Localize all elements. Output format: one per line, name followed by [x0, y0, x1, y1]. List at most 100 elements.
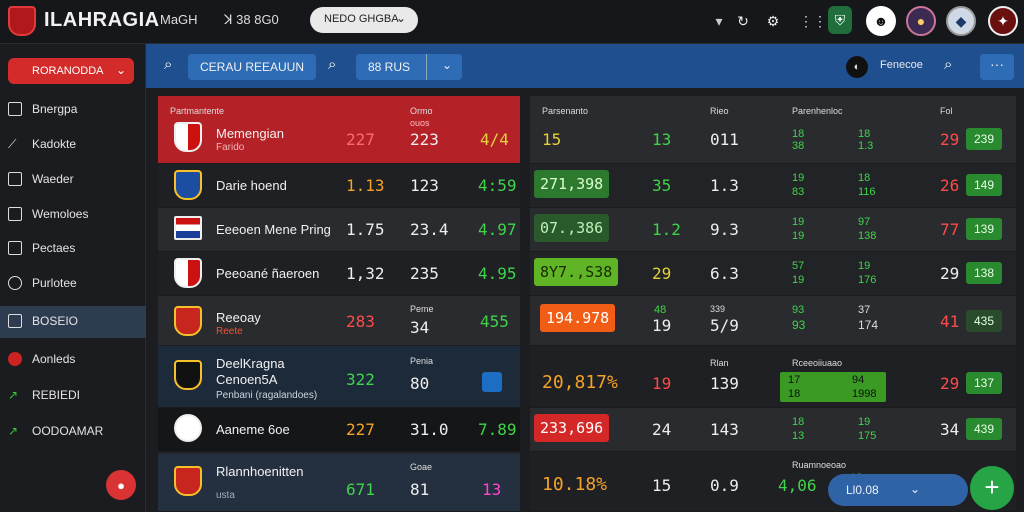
odds-value[interactable]: 81 [410, 480, 430, 499]
table-row[interactable]: 233,696 24 143 18 13 19 175 34 439 [530, 408, 1016, 452]
table-row[interactable]: Darie hoend 1.13 123 4:59 [158, 164, 520, 208]
stat-highlight[interactable]: 8Y7.,S38 [534, 258, 619, 286]
sidebar-item-wemoloes[interactable]: Wemoloes [0, 199, 146, 231]
stat-value[interactable]: 9.3 [710, 220, 739, 239]
odds-value[interactable]: 13 [482, 480, 502, 499]
avatar-icon[interactable]: ● [906, 6, 936, 36]
top-nav-item[interactable]: MaGH [160, 12, 198, 27]
odds-value[interactable]: 7.89 [478, 420, 517, 439]
stat-value[interactable]: 29 [652, 264, 672, 283]
odds-value[interactable]: 227 [346, 420, 375, 439]
sidebar-item-pectaes[interactable]: Pectaes [0, 233, 146, 265]
shield-icon[interactable]: ⛨ [828, 6, 852, 34]
logo-icon[interactable]: ✦ [988, 6, 1018, 36]
brand-logo[interactable] [8, 6, 36, 36]
odds-value[interactable]: 4.95 [478, 264, 517, 283]
stat-value[interactable]: 35 [652, 176, 672, 195]
stat-value[interactable]: 4,06 [778, 476, 817, 495]
stat-highlight[interactable]: 07.,386 [534, 214, 610, 242]
odds-value[interactable]: 322 [346, 370, 375, 389]
odds-badge[interactable]: 137 [966, 372, 1002, 394]
odds-badge[interactable]: 139 [966, 218, 1002, 240]
stat-value[interactable]: 41 [940, 312, 960, 331]
table-row[interactable]: 20,817% 19 Rlan 139 Rceeoiiuaao 17 18 94… [530, 346, 1016, 408]
stat-highlight[interactable]: 194.978 [540, 304, 616, 332]
stat-value[interactable]: 26 [940, 176, 960, 195]
add-button[interactable]: + [970, 466, 1014, 510]
stat-value[interactable]: 24 [652, 420, 672, 439]
odds-value[interactable]: 80 [410, 374, 430, 393]
odds-value[interactable]: 23.4 [410, 220, 449, 239]
grid-icon[interactable]: ⋮⋮ [799, 12, 827, 29]
stat-value[interactable]: 10.18% [542, 474, 608, 495]
search-icon[interactable]: ⌕ [944, 56, 953, 73]
stat-value[interactable]: 20,817% [542, 372, 618, 393]
odds-value[interactable]: 227 [346, 130, 375, 149]
table-row[interactable]: Aaneme 6oe 227 31.0 7.89 [158, 408, 520, 452]
sidebar-action-button[interactable]: ● [106, 470, 136, 500]
odds-badge[interactable]: 239 [966, 128, 1002, 150]
stat-value[interactable]: 5/9 [710, 316, 739, 335]
odds-value[interactable]: 34 [410, 318, 430, 337]
more-icon[interactable]: ··· [980, 54, 1014, 80]
filter-label[interactable]: Fenecoe [880, 59, 923, 71]
top-dropdown[interactable]: NEDO GHGBA ⌄ [310, 7, 418, 33]
stat-highlight[interactable]: 271,398 [534, 170, 610, 198]
stat-value[interactable]: 19 [652, 316, 672, 335]
table-row[interactable]: Reeoay Reete 283 Peme 34 455 [158, 296, 520, 346]
table-row[interactable]: Rlannhoenitten usta 671 Goae 81 13 [158, 454, 520, 512]
stat-value[interactable]: 143 [710, 420, 739, 439]
odds-value[interactable]: 455 [480, 312, 509, 331]
odds-value[interactable]: 1.13 [346, 176, 385, 195]
stat-value[interactable]: 34 [940, 420, 960, 439]
odds-value[interactable]: 31.0 [410, 420, 449, 439]
search-input[interactable]: CERAU REEAUUN [188, 54, 316, 80]
stat-value[interactable]: 29 [940, 264, 960, 283]
odds-value[interactable]: 4.97 [478, 220, 517, 239]
odds-badge[interactable]: 439 [966, 418, 1002, 440]
stat-value[interactable]: 13 [652, 130, 672, 149]
face-icon[interactable]: ☻ [866, 6, 896, 36]
table-row[interactable]: 07.,386 1.2 9.3 19 19 97 138 77 139 [530, 208, 1016, 252]
stat-value[interactable]: 1.2 [652, 220, 681, 239]
stat-highlight[interactable]: 233,696 [534, 414, 610, 442]
top-nav-item[interactable]: ꓘ 38 8G0 [224, 12, 279, 27]
odds-badge[interactable]: 435 [966, 310, 1002, 332]
stat-value[interactable]: 1.3 [710, 176, 739, 195]
sidebar-select[interactable]: RORANODDA ⌄ [8, 58, 134, 84]
odds-value[interactable]: 4:59 [478, 176, 517, 195]
table-row[interactable]: Peeoané ñaeroen 1,32 235 4.95 [158, 252, 520, 296]
odds-value[interactable]: 1.75 [346, 220, 385, 239]
sidebar-item-kadokte[interactable]: ⟋ Kadokte [0, 129, 146, 161]
sidebar-item-boseio[interactable]: BOSEIO [0, 306, 146, 338]
search-icon[interactable]: ⌕ [328, 56, 337, 73]
filter-select[interactable]: 88 RUS ⌄ [356, 54, 462, 80]
avatar-icon[interactable]: ◆ [946, 6, 976, 36]
table-row[interactable]: Partmantente Ormo ouos Memengian Farido … [158, 96, 520, 164]
chevron-down-icon[interactable]: ▾ [715, 12, 723, 29]
odds-value[interactable]: 283 [346, 312, 375, 331]
odds-value[interactable]: 235 [410, 264, 439, 283]
table-row[interactable]: Parsenanto Rieo Parenhenloc Fol 15 13 01… [530, 96, 1016, 164]
odds-badge[interactable]: 149 [966, 174, 1002, 196]
stat-value[interactable]: 6.3 [710, 264, 739, 283]
sidebar-item-waeder[interactable]: Waeder [0, 164, 146, 196]
stat-value[interactable]: 011 [710, 130, 739, 149]
sidebar-item-rebiedi[interactable]: ↗ REBIEDI [0, 380, 146, 412]
dark-mode-icon[interactable]: ◐ [846, 56, 868, 78]
odds-value[interactable]: 4/4 [480, 130, 509, 149]
sidebar-item-purlotee[interactable]: Purlotee [0, 268, 146, 300]
bet-slip-pill[interactable]: Ll0.08 ⌄ [828, 474, 968, 506]
table-row[interactable]: 194.978 48 19 339 5/9 93 93 37 174 41 43… [530, 296, 1016, 346]
table-row[interactable]: DeelKragna Cenoen5A Penbani (ragalandoes… [158, 346, 520, 408]
table-row[interactable]: Eeeoen Mene Pring 1.75 23.4 4.97 [158, 208, 520, 252]
stat-value[interactable]: 29 [940, 374, 960, 393]
stat-value[interactable]: 0.9 [710, 476, 739, 495]
odds-badge[interactable]: 138 [966, 262, 1002, 284]
stat-value[interactable]: 15 [542, 130, 562, 149]
refresh-icon[interactable]: ↻ [737, 12, 749, 29]
stat-value[interactable]: 15 [652, 476, 672, 495]
sidebar-item-aonleds[interactable]: Aonleds [0, 344, 146, 376]
table-row[interactable]: 271,398 35 1.3 19 83 18 116 26 149 [530, 164, 1016, 208]
search-icon[interactable]: ⌕ [164, 56, 173, 73]
